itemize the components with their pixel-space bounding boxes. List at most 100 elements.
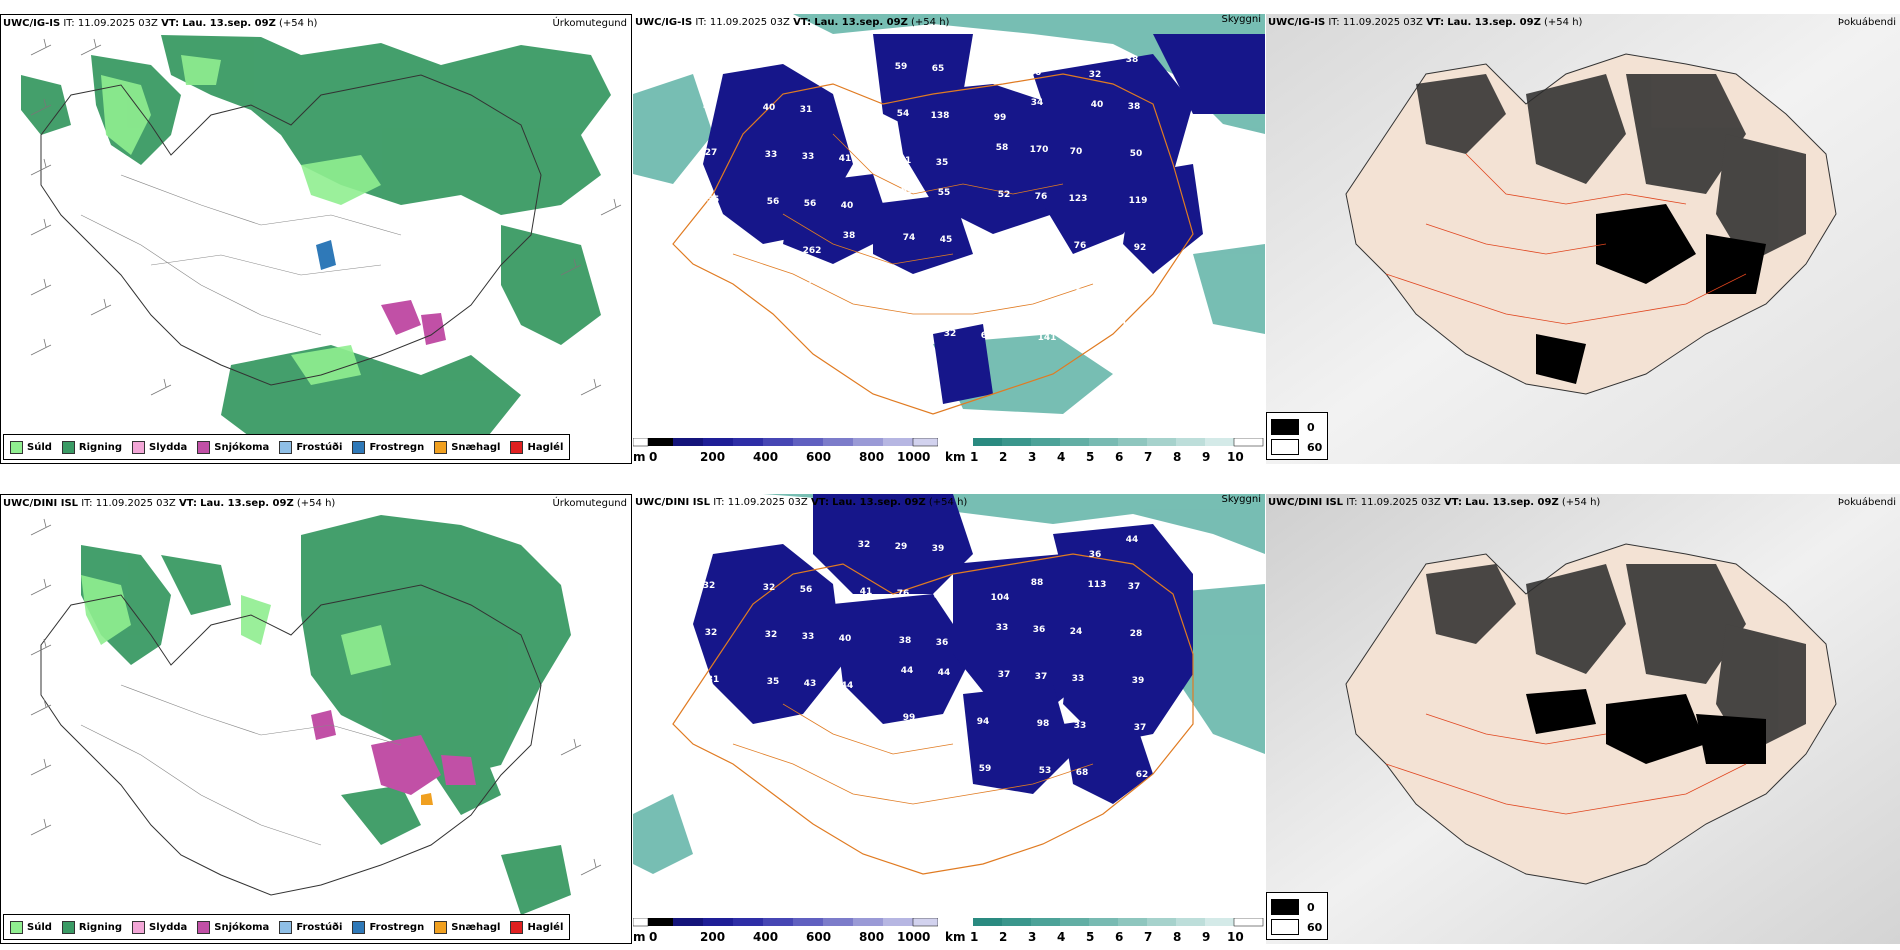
legend-label: Snæhagl	[451, 441, 501, 453]
cloud-base-value-label: 119	[1129, 196, 1148, 206]
cloud-base-value-label: 76	[1074, 241, 1087, 251]
legend-label: Slydda	[149, 921, 188, 933]
cloud-base-value-label: 74	[1039, 286, 1052, 296]
cloud-base-value-label: 32	[858, 540, 871, 550]
cloud-base-value-label: 49	[748, 754, 761, 764]
cloud-base-value-label: 68	[810, 323, 823, 333]
precip-type-panel-row2: UWC/DINI ISL IT: 11.09.2025 03Z VT: Lau.…	[0, 494, 632, 944]
legend-swatch	[352, 440, 366, 454]
cloud-base-value-label: 56	[767, 197, 780, 207]
legend-label: Snjókoma	[214, 441, 270, 453]
cloud-base-value-label: 45	[940, 235, 953, 245]
panel-header: UWC/IG-IS IT: 11.09.2025 03Z VT: Lau. 13…	[1268, 17, 1583, 28]
cloud-base-value-label: 122	[978, 811, 997, 821]
cloud-base-value-label: 52	[711, 769, 724, 779]
cloud-base-value-label: 105	[747, 321, 766, 331]
colorbar-altitude-gradient	[633, 438, 938, 447]
cloud-base-value-label: 28	[810, 803, 823, 813]
legend-item: Haglél	[510, 920, 563, 934]
cloud-base-value-label: 33	[802, 152, 815, 162]
cloud-base-value-label: 128	[706, 242, 725, 252]
cloud-base-value-label: 38	[1126, 55, 1139, 65]
legend-item: Snjókoma	[197, 920, 270, 934]
panel-title: Úrkomutegund	[552, 498, 627, 509]
legend-swatch	[132, 440, 146, 454]
cloud-base-value-label: 39	[932, 544, 945, 554]
legend-label: Slydda	[149, 441, 188, 453]
cloud-base-value-label: 41	[992, 546, 1005, 556]
colorbar-altitude: m 0 200 400 600 800 1000	[633, 918, 938, 944]
panel-header: UWC/DINI ISL IT: 11.09.2025 03Z VT: Lau.…	[1268, 497, 1601, 508]
legend-label: Súld	[27, 441, 52, 453]
legend-label: Snjókoma	[214, 921, 270, 933]
legend-item: Súld	[10, 440, 52, 454]
cloud-base-value-label: 37	[1134, 723, 1147, 733]
cloud-base-value-label: 76	[1035, 192, 1048, 202]
panel-title: Skyggni	[1221, 14, 1261, 25]
cloud-base-value-label: 35	[936, 158, 949, 168]
colorbar-visibility-gradient	[973, 438, 1264, 447]
fog-legend-swatch-low	[1271, 419, 1299, 435]
legend-item: Frostúði	[279, 440, 342, 454]
fog-legend: 0 60	[1266, 892, 1328, 940]
legend-item: Slydda	[132, 920, 188, 934]
cloud-base-value-label: 44	[841, 681, 854, 691]
legend-item: Snæhagl	[434, 920, 500, 934]
legend-item: Snæhagl	[434, 440, 501, 454]
fog-legend-swatch-low	[1271, 899, 1299, 915]
cloud-base-value-label: 69	[992, 66, 1005, 76]
panel-title: Skyggni	[1221, 494, 1261, 505]
legend-swatch	[279, 920, 293, 934]
colorbar-visibility: km 1 2 3 4 5 6 7 8 9 10	[945, 438, 1265, 464]
cloud-base-value-label: 34	[907, 807, 920, 817]
cloud-base-value-label: 36	[1033, 625, 1046, 635]
cloud-base-value-label: 34	[1031, 98, 1044, 108]
legend-swatch	[132, 920, 146, 934]
cloud-base-value-label: 84	[748, 274, 761, 284]
cloud-base-value-label: 38	[701, 54, 714, 64]
cloud-base-value-label: 74	[903, 233, 916, 243]
panel-header: UWC/IG-IS IT: 11.09.2025 03Z VT: Lau. 13…	[635, 17, 950, 28]
cloud-base-map: 38 31 27 28 59 65 69 36 32 38 39 40 31 39 54 138 99 34 40 3…	[633, 14, 1265, 464]
cloud-base-panel-row2: 47 35 27 32 29 39 41 38 36 44 32 32 56 41 76 89 104 88 113…	[633, 494, 1265, 944]
cloud-base-value-label: 88	[1031, 578, 1044, 588]
panel-header: UWC/DINI ISL IT: 11.09.2025 03Z VT: Lau.…	[3, 498, 336, 509]
legend-swatch	[279, 440, 293, 454]
cloud-base-value-label: 58	[996, 143, 1009, 153]
cloud-base-value-label: 61	[843, 711, 856, 721]
cloud-base-value-label: 56	[942, 282, 955, 292]
cloud-base-value-label: 68	[1076, 768, 1089, 778]
precip-legend: Súld Rigning Slydda Snjókoma Frostúði Frostre…	[3, 434, 571, 460]
cloud-base-value-label: 64	[1078, 798, 1091, 808]
cloud-base-value-label: 92	[713, 799, 726, 809]
legend-label: Frostúði	[296, 921, 343, 933]
colorbar-visibility-unit: km	[945, 930, 966, 944]
cloud-base-value-label: 32	[705, 628, 718, 638]
legend-swatch	[10, 440, 23, 454]
cloud-base-value-label: 24	[1070, 627, 1083, 637]
legend-item: Súld	[10, 920, 52, 934]
cloud-base-value-label: 54	[897, 109, 910, 119]
legend-item: Frostregn	[352, 440, 424, 454]
legend-item: Frostregn	[352, 920, 424, 934]
cloud-base-value-label: 56	[800, 585, 813, 595]
cloud-base-value-label: 37	[1128, 582, 1141, 592]
cloud-base-value-label: 59	[895, 62, 908, 72]
legend-item: Haglél	[510, 440, 563, 454]
cloud-base-value-label: 94	[977, 717, 990, 727]
colorbar-altitude-unit: m	[633, 450, 646, 464]
cloud-base-value-label: 52	[998, 190, 1011, 200]
cloud-base-value-label: 72	[1076, 288, 1089, 298]
cloud-base-value-label: 29	[895, 542, 908, 552]
cloud-base-value-label: 43	[804, 679, 817, 689]
cloud-base-value-label: 36	[936, 638, 949, 648]
cloud-base-value-label: 31	[707, 675, 720, 685]
legend-label: Rigning	[78, 441, 123, 453]
cloud-base-value-label: 31	[761, 56, 774, 66]
legend-item: Frostúði	[279, 920, 343, 934]
cloud-base-value-label: 47	[701, 534, 714, 544]
cloud-base-value-label: 40	[839, 634, 852, 644]
cloud-base-value-label: 44	[750, 801, 763, 811]
cloud-base-value-label: 138	[931, 111, 950, 121]
legend-label: Rigning	[78, 921, 123, 933]
